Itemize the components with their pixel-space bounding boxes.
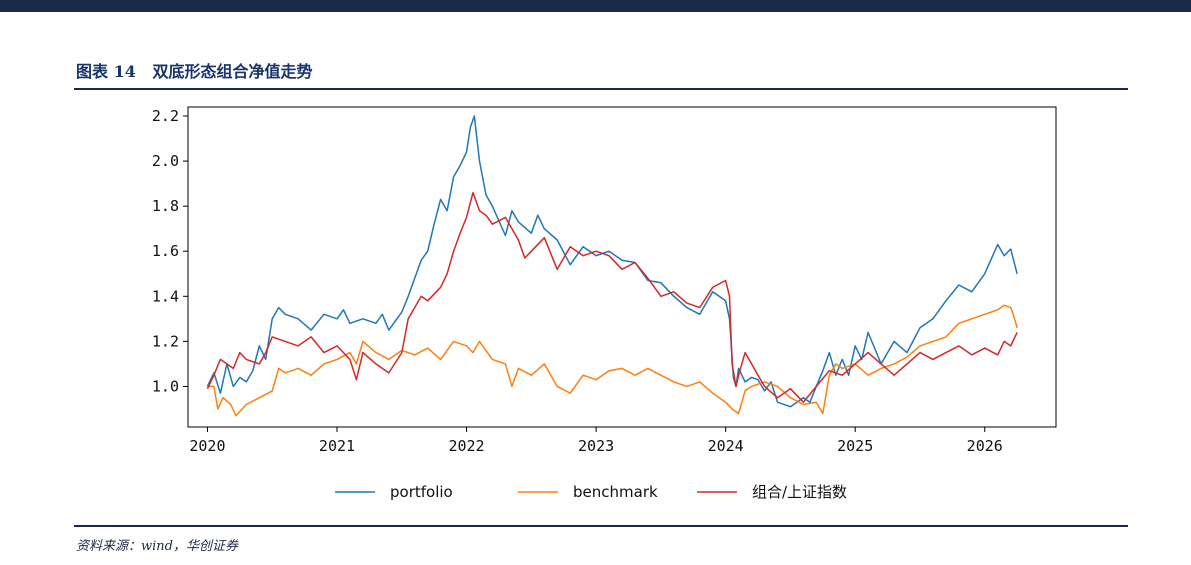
- legend: portfolio benchmark 组合/上证指数: [335, 483, 847, 501]
- y-tick-label: 2.0: [152, 152, 179, 170]
- x-tick-label: 2021: [319, 437, 355, 455]
- x-tick-label: 2026: [967, 437, 1003, 455]
- series-line-2: [206, 191, 1018, 403]
- line-chart: 2020 2021 2022 2023 2024 2025 2026 1.0 1.2 1.4 1.6…: [152, 106, 1057, 501]
- x-tick-label: 2020: [189, 437, 225, 455]
- axis-layer: 2020 2021 2022 2023 2024 2025 2026 1.0 1.2 1.4 1.6…: [152, 107, 1003, 455]
- x-tick-label: 2023: [578, 437, 614, 455]
- x-tick-label: 2025: [837, 437, 873, 455]
- plot-area-frame: [187, 106, 1057, 428]
- figure-title: 图表 14 双底形态组合净值走势: [76, 62, 313, 81]
- y-tick-label: 1.6: [152, 242, 179, 260]
- legend-label-2: 组合/上证指数: [752, 483, 847, 501]
- title-divider: [74, 88, 1128, 90]
- x-tick-label: 2024: [708, 437, 744, 455]
- x-tick-label: 2022: [448, 437, 484, 455]
- source-note: 资料来源：wind，华创证券: [76, 539, 238, 554]
- top-header-bar: [0, 0, 1191, 12]
- footer-divider: [74, 525, 1128, 527]
- y-tick-label: 1.0: [152, 377, 179, 395]
- y-tick-label: 2.2: [152, 107, 179, 125]
- series-line-0: [206, 115, 1018, 408]
- series-layer: [206, 115, 1018, 417]
- legend-label-0: portfolio: [390, 483, 453, 501]
- y-tick-label: 1.4: [152, 287, 179, 305]
- series-line-1: [207, 304, 1018, 417]
- y-tick-label: 1.2: [152, 332, 179, 350]
- y-tick-label: 1.8: [152, 197, 179, 215]
- legend-label-1: benchmark: [573, 483, 658, 501]
